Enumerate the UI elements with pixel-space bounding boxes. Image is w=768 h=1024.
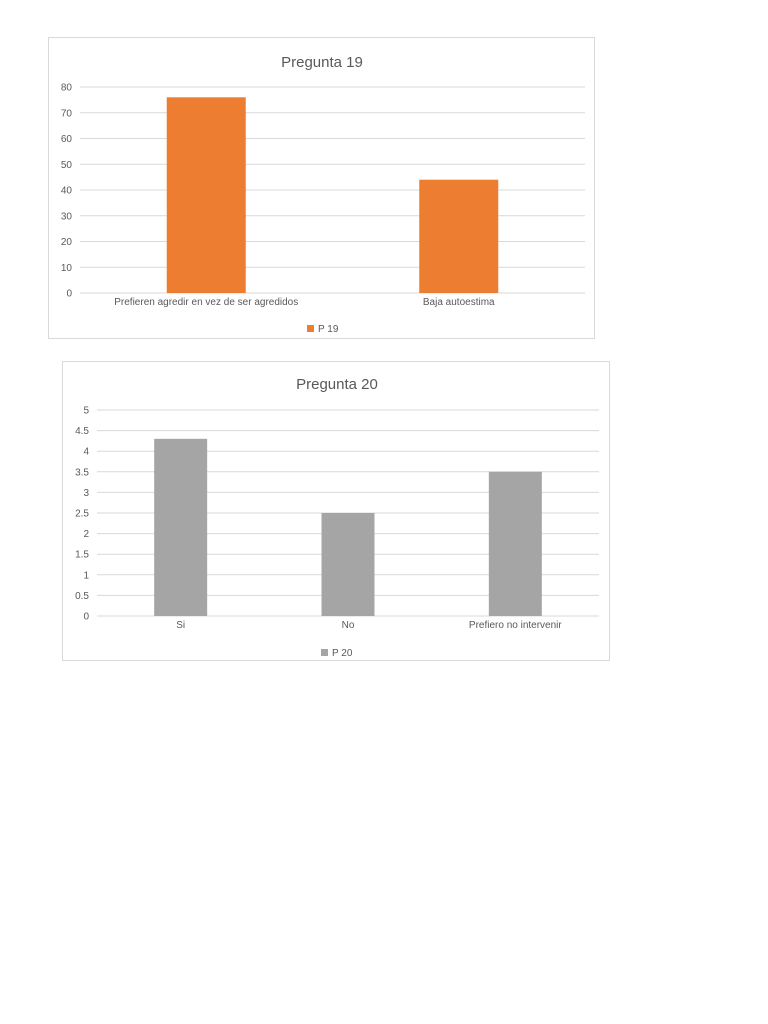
y-tick-label: 2.5 (75, 509, 89, 520)
y-tick-label: 60 (61, 134, 73, 145)
chart-svg-pregunta-19: Pregunta 19 0 10 20 30 40 50 60 70 80 Prefieren … (61, 54, 585, 335)
legend-label: P 19 (318, 324, 339, 335)
bars (166, 97, 499, 293)
y-tick-label: 0 (83, 612, 89, 623)
y-tick-label: 4 (83, 447, 89, 458)
y-tick-label: 30 (61, 211, 73, 222)
y-tick-label: 10 (61, 263, 73, 274)
y-tick-label: 70 (61, 108, 73, 119)
y-tick-label: 80 (61, 83, 73, 94)
y-tick-label: 0.5 (75, 591, 89, 602)
y-tick-label: 0 (66, 289, 72, 300)
legend-swatch (307, 325, 314, 332)
x-category-label: No (342, 620, 355, 631)
chart-pregunta-20: Pregunta 20 0 0.5 1 1.5 2 2.5 3 3.5 4 4.5 5 Si No Pr… (62, 361, 610, 661)
y-tick-label: 2 (83, 529, 89, 540)
legend: P 20 (321, 648, 353, 659)
gridlines (80, 86, 585, 294)
chart-svg-pregunta-20: Pregunta 20 0 0.5 1 1.5 2 2.5 3 3.5 4 4.5 5 Si No Pr… (75, 376, 599, 659)
x-category-label: Baja autoestima (423, 297, 495, 308)
y-tick-label: 1 (83, 570, 89, 581)
bar (166, 97, 246, 293)
bars (154, 438, 542, 616)
y-tick-label: 50 (61, 160, 73, 171)
y-axis-ticks: 0 0.5 1 1.5 2 2.5 3 3.5 4 4.5 5 (75, 406, 89, 623)
bar (488, 471, 542, 616)
x-category-label: Prefieren agredir en vez de ser agredido… (114, 297, 298, 308)
chart-pregunta-19: Pregunta 19 0 10 20 30 40 50 60 70 80 Prefieren … (48, 37, 595, 339)
y-axis-ticks: 0 10 20 30 40 50 60 70 80 (61, 83, 73, 300)
y-tick-label: 1.5 (75, 550, 89, 561)
x-axis-labels: Prefieren agredir en vez de ser agredido… (114, 297, 495, 308)
legend-label: P 20 (332, 648, 353, 659)
legend-swatch (321, 649, 328, 656)
y-tick-label: 3 (83, 488, 89, 499)
legend: P 19 (307, 324, 339, 335)
y-tick-label: 3.5 (75, 467, 89, 478)
y-tick-label: 5 (83, 406, 89, 417)
bar (321, 513, 375, 616)
y-tick-label: 4.5 (75, 426, 89, 437)
bar (154, 438, 208, 616)
chart-title: Pregunta 20 (296, 376, 378, 393)
y-tick-label: 20 (61, 237, 73, 248)
x-axis-labels: Si No Prefiero no intervenir (176, 620, 562, 631)
y-tick-label: 40 (61, 186, 73, 197)
x-category-label: Si (176, 620, 185, 631)
chart-title: Pregunta 19 (281, 54, 363, 71)
x-category-label: Prefiero no intervenir (469, 620, 562, 631)
bar (419, 179, 499, 293)
